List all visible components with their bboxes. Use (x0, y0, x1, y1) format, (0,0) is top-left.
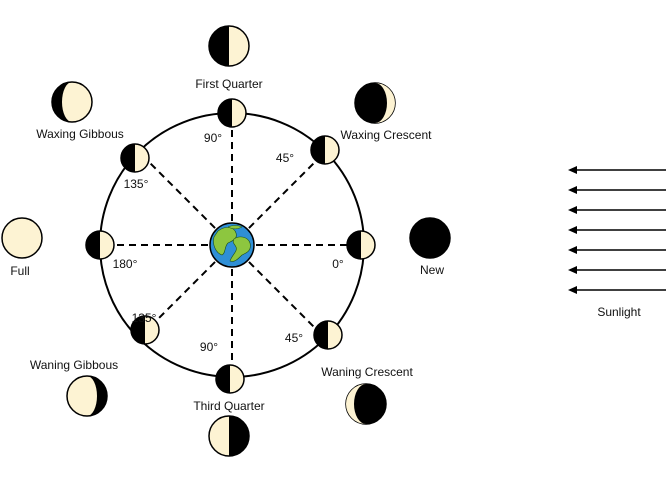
sunlight-arrowhead (568, 246, 577, 254)
angle-top: 90° (204, 131, 222, 145)
sunlight-arrows (568, 166, 666, 294)
label-third-quarter: Third Quarter (193, 399, 264, 413)
phase-moon-full (1, 217, 43, 259)
label-waxing-gibbous: Waxing Gibbous (36, 127, 124, 141)
angle-lower-right: 45° (285, 331, 303, 345)
angle-right: 0° (332, 257, 344, 271)
phase-moon-waxing-crescent (354, 82, 396, 124)
orbit-moon-left (85, 230, 115, 260)
orbit-moons (85, 98, 376, 394)
spoke-45-lower (231, 244, 326, 339)
sunlight-arrowhead (568, 286, 577, 294)
label-waxing-crescent: Waxing Crescent (341, 128, 433, 142)
angle-left: 180° (113, 257, 138, 271)
phase-moon-waxing-gibbous (51, 81, 93, 123)
sunlight-arrowhead (568, 206, 577, 214)
orbit-moon-lower-right (313, 320, 343, 350)
orbit-moon-top (217, 98, 247, 128)
spoke-135-upper (138, 151, 233, 246)
angle-upper-right: 45° (276, 151, 294, 165)
label-new: New (420, 263, 444, 277)
sunlight-arrowhead (568, 186, 577, 194)
phase-moon-new (409, 217, 451, 259)
orbit-moon-upper-right (310, 135, 340, 165)
angle-lower-left: 135° (132, 311, 157, 325)
orbit-moon-lower-left (130, 315, 160, 345)
orbit-spokes (100, 115, 364, 377)
label-sunlight: Sunlight (597, 305, 641, 319)
label-first-quarter: First Quarter (195, 77, 262, 91)
sunlight-arrowhead (568, 226, 577, 234)
phase-moon-first-quarter (208, 25, 250, 67)
phase-moon-waning-crescent (345, 383, 387, 425)
angle-lower-bottom: 90° (200, 340, 218, 354)
orbit-moon-upper-left (120, 143, 150, 173)
phase-moon-waning-gibbous (66, 375, 108, 417)
spoke-45-upper (231, 151, 326, 246)
orbit-moon-right (346, 230, 376, 260)
phase-moons (1, 25, 451, 457)
label-waning-crescent: Waning Crescent (321, 365, 413, 379)
phase-moon-third-quarter (208, 415, 250, 457)
label-full: Full (10, 264, 29, 278)
orbit-moon-bottom (215, 364, 245, 394)
sunlight-arrowhead (568, 266, 577, 274)
earth-icon (209, 222, 255, 268)
sunlight-arrowhead (568, 166, 577, 174)
angle-upper-left: 135° (124, 177, 149, 191)
label-waning-gibbous: Waning Gibbous (30, 358, 118, 372)
